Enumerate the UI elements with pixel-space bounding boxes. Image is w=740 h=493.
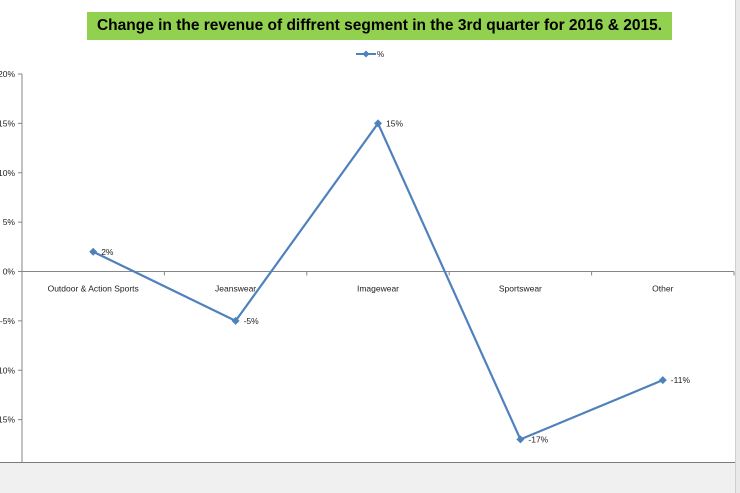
data-point <box>516 435 525 444</box>
scrollbar-edge <box>735 0 740 493</box>
data-point <box>89 247 98 256</box>
y-tick-label: 10% <box>0 365 15 375</box>
category-label: Imagewear <box>357 284 399 294</box>
y-tick-label: -5% <box>0 316 15 326</box>
category-label: Other <box>652 284 673 294</box>
y-tick-label: 10% <box>0 168 15 178</box>
data-label: -11% <box>671 375 691 385</box>
data-label: 2% <box>101 247 114 257</box>
y-tick-label: 15% <box>0 118 15 128</box>
chart-title: Change in the revenue of diffrent segmen… <box>87 12 672 40</box>
category-label: Jeanswear <box>215 284 256 294</box>
data-label: -17% <box>528 434 548 444</box>
y-tick-label: 5% <box>3 217 16 227</box>
legend-marker <box>362 50 370 58</box>
y-tick-label: 15% <box>0 415 15 425</box>
data-point <box>231 316 240 325</box>
legend-label: % <box>377 50 384 59</box>
y-tick-label: 0% <box>3 267 16 277</box>
category-label: Outdoor & Action Sports <box>48 284 139 294</box>
category-label: Sportswear <box>499 284 542 294</box>
y-tick-label: 20% <box>0 69 15 79</box>
data-label: 15% <box>386 118 403 128</box>
status-bar <box>0 463 740 493</box>
series-line <box>92 121 664 441</box>
data-label: -5% <box>244 316 260 326</box>
data-point <box>374 119 382 128</box>
data-point <box>658 376 667 385</box>
